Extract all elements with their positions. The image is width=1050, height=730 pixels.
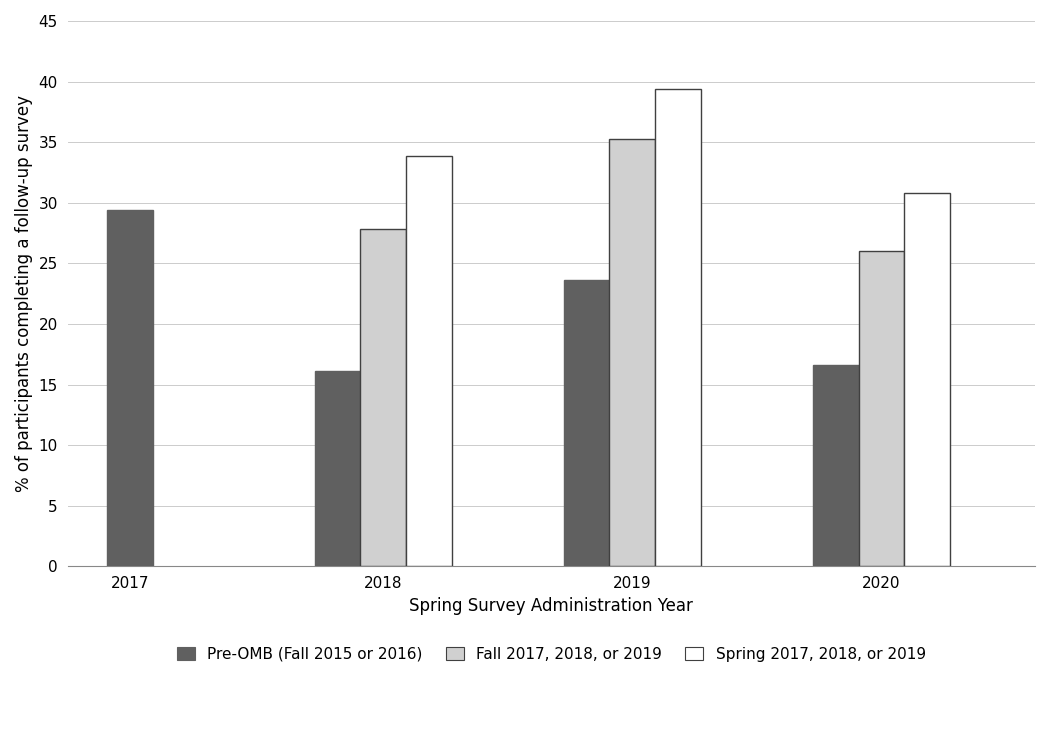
Y-axis label: % of participants completing a follow-up survey: % of participants completing a follow-up… <box>15 95 33 492</box>
Bar <box>107 210 152 566</box>
X-axis label: Spring Survey Administration Year: Spring Survey Administration Year <box>410 596 693 615</box>
Bar <box>904 193 950 566</box>
Legend: Pre-OMB (Fall 2015 or 2016), Fall 2017, 2018, or 2019, Spring 2017, 2018, or 201: Pre-OMB (Fall 2015 or 2016), Fall 2017, … <box>171 640 932 668</box>
Bar <box>315 372 360 566</box>
Bar <box>360 229 406 566</box>
Bar <box>564 280 609 566</box>
Bar <box>859 251 904 566</box>
Bar <box>406 155 452 566</box>
Bar <box>609 139 655 566</box>
Bar <box>655 89 700 566</box>
Bar <box>813 365 859 566</box>
